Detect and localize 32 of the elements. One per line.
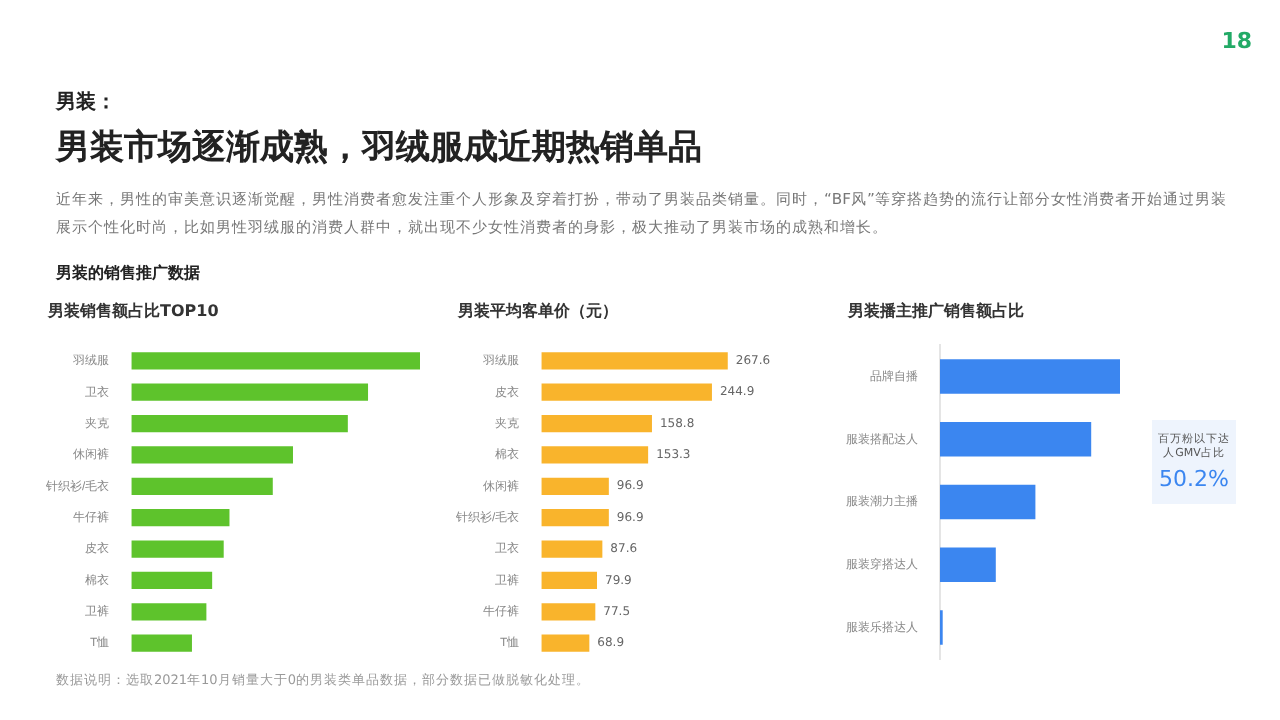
text: 男装的销售推广数据 [56, 262, 200, 284]
bar [541, 383, 712, 401]
text: 男装： [56, 89, 116, 116]
bar [131, 540, 224, 558]
bar [541, 540, 603, 558]
bar [541, 414, 652, 433]
bar [131, 352, 420, 370]
chart-title: 男装平均客单价（元） [456, 300, 620, 324]
bar [131, 446, 293, 464]
bar [131, 571, 213, 590]
bar [131, 634, 192, 652]
bar [940, 359, 1120, 394]
bar [541, 603, 596, 621]
bar [131, 603, 207, 621]
text: 男装市场逐渐成熟，羽绒服成近期热销单品 [56, 126, 702, 170]
bar [541, 571, 597, 590]
bar [541, 446, 649, 464]
bar [541, 634, 590, 652]
bar [541, 477, 609, 495]
bar [940, 484, 1036, 520]
bar [940, 547, 996, 582]
text: 50.2% [1157, 466, 1231, 492]
bar [541, 352, 728, 370]
bar [131, 383, 369, 401]
bar [131, 477, 273, 495]
chart-title: 男装播主推广销售额占比 [846, 300, 1026, 324]
chart-title: 男装销售额占比TOP10 [46, 300, 221, 324]
bar [131, 414, 348, 433]
bar [541, 509, 609, 527]
bar [940, 422, 1092, 457]
bar [131, 509, 230, 527]
text: 18 [1221, 28, 1252, 54]
